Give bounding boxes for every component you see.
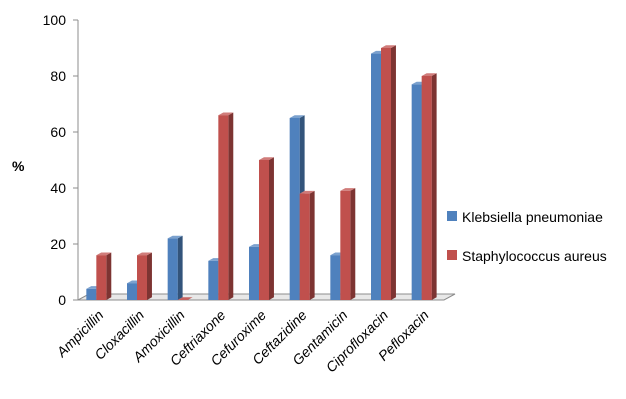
bar-series2-cefuroxime bbox=[259, 157, 274, 300]
bar-front bbox=[421, 76, 432, 300]
bar-front bbox=[371, 53, 381, 300]
bar-series2-amoxicillin bbox=[177, 297, 193, 300]
bar-front bbox=[96, 255, 107, 300]
bar-front bbox=[86, 288, 97, 300]
chart-axes bbox=[73, 19, 79, 301]
bar-front bbox=[167, 238, 178, 300]
bar-series2-ampicillin bbox=[96, 252, 112, 300]
bar-side bbox=[269, 157, 274, 300]
bar-front bbox=[330, 255, 341, 300]
bar-side bbox=[228, 112, 234, 300]
bar-top bbox=[340, 188, 356, 191]
y-axis-title: % bbox=[12, 158, 25, 174]
bar-front bbox=[127, 283, 137, 300]
legend-swatch bbox=[447, 211, 457, 221]
legend-item-staphylococcus: Staphylococcus aureus bbox=[447, 248, 607, 264]
bar-series1-amoxicillin bbox=[167, 235, 183, 300]
bar-series2-pefloxacin bbox=[421, 73, 437, 300]
bar-front bbox=[411, 84, 422, 301]
y-tick-label: 80 bbox=[50, 68, 66, 84]
bar-series2-cloxacillin bbox=[137, 252, 152, 300]
legend-label: Klebsiella pneumoniae bbox=[462, 209, 603, 225]
legend-swatch bbox=[447, 250, 457, 260]
legend-item-klebsiella: Klebsiella pneumoniae bbox=[447, 209, 603, 225]
bar-front bbox=[218, 115, 229, 300]
bar-front bbox=[299, 193, 310, 300]
bar-series2-gentamicin bbox=[340, 188, 356, 300]
y-tick-label: 20 bbox=[50, 236, 66, 252]
bar-front bbox=[137, 255, 147, 300]
bar-front bbox=[289, 118, 300, 300]
bar-top bbox=[137, 252, 152, 256]
y-tick-label: 0 bbox=[58, 292, 66, 308]
bar-front bbox=[259, 160, 269, 300]
bar-front bbox=[249, 246, 259, 300]
legend-label: Staphylococcus aureus bbox=[462, 248, 607, 264]
bar-side bbox=[309, 190, 315, 300]
bar-series2-ceftazidine bbox=[299, 190, 315, 300]
bar-top bbox=[96, 252, 112, 256]
bar-top bbox=[299, 190, 315, 194]
bar-top bbox=[289, 115, 305, 118]
bar-top bbox=[177, 297, 193, 300]
bar-series2-ceftriaxone bbox=[218, 112, 234, 300]
bar-side bbox=[431, 73, 437, 300]
bar-side bbox=[106, 252, 112, 300]
y-tick-label: 40 bbox=[50, 180, 66, 196]
chart-legend: Klebsiella pneumoniae Staphylococcus aure… bbox=[447, 209, 607, 264]
bar-side bbox=[350, 188, 356, 300]
bar-front bbox=[381, 48, 391, 300]
bar-top bbox=[218, 112, 234, 116]
bar-top bbox=[259, 157, 274, 160]
bar-top bbox=[167, 235, 183, 239]
bar-side bbox=[177, 235, 183, 300]
y-tick-label: 100 bbox=[43, 12, 67, 28]
bar-side bbox=[147, 252, 152, 300]
chart-bars bbox=[86, 45, 437, 301]
y-tick-label: 60 bbox=[50, 124, 66, 140]
bar-top bbox=[421, 73, 437, 76]
bar-series2-ciprofloxacin bbox=[381, 45, 396, 300]
bar-top bbox=[381, 45, 396, 48]
bar-front bbox=[340, 190, 351, 300]
bar-front bbox=[208, 260, 219, 300]
bar-side bbox=[391, 45, 396, 300]
